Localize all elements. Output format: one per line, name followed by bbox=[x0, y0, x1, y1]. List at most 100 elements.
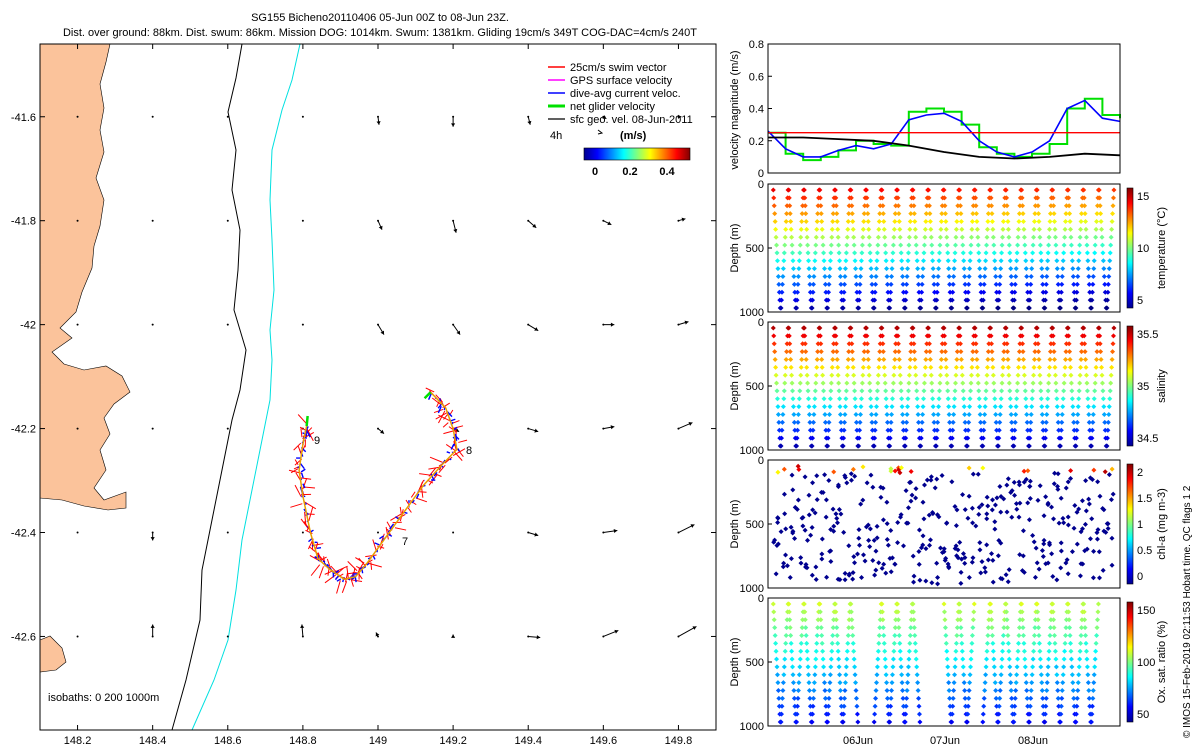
temp-sample bbox=[983, 258, 989, 264]
chl-sample bbox=[923, 578, 929, 584]
colorbar-tick-label: 10 bbox=[1137, 243, 1149, 255]
sal-sample bbox=[955, 341, 961, 347]
chl-sample bbox=[932, 485, 938, 491]
temp-sample bbox=[1047, 218, 1053, 224]
ox-sample bbox=[1021, 640, 1027, 646]
temp-sample bbox=[935, 274, 941, 280]
ox-sample bbox=[1005, 632, 1011, 638]
chl-sample bbox=[1047, 542, 1053, 548]
sal-sample bbox=[903, 427, 909, 433]
temp-sample bbox=[790, 266, 796, 272]
swim-vector bbox=[308, 546, 317, 553]
ox-sample bbox=[904, 688, 910, 694]
sal-sample bbox=[1000, 364, 1006, 370]
chl-sample bbox=[975, 471, 981, 477]
sal-sample bbox=[771, 333, 777, 339]
ox-sample bbox=[778, 719, 784, 725]
temp-sample bbox=[879, 195, 885, 201]
sal-sample bbox=[835, 372, 841, 378]
temp-sample bbox=[812, 258, 818, 264]
chl-sample bbox=[985, 557, 991, 563]
temp-sample bbox=[918, 297, 924, 303]
temp-sample bbox=[1088, 305, 1094, 311]
temp-sample bbox=[938, 218, 944, 224]
ox-sample bbox=[967, 680, 973, 686]
temp-sample bbox=[849, 211, 855, 217]
temp-sample bbox=[805, 242, 811, 248]
ox-sample bbox=[1012, 695, 1018, 701]
sal-sample bbox=[1029, 396, 1035, 402]
section-ytick-label: 1000 bbox=[740, 307, 764, 319]
chl-sample bbox=[970, 555, 976, 561]
legend-gps: GPS surface velocity bbox=[570, 75, 673, 87]
sal-sample bbox=[786, 325, 792, 331]
sal-sample bbox=[770, 325, 776, 331]
temp-sample bbox=[1077, 234, 1083, 240]
swim-vector bbox=[385, 526, 389, 540]
sal-sample bbox=[877, 341, 883, 347]
temp-sample bbox=[887, 297, 893, 303]
sal-sample bbox=[834, 356, 840, 362]
sal-sample bbox=[1063, 341, 1069, 347]
temp-sample bbox=[960, 242, 966, 248]
sal-sample bbox=[1019, 333, 1025, 339]
map-xtick-label: 148.2 bbox=[64, 735, 92, 747]
sal-sample bbox=[1007, 396, 1013, 402]
dac-vector bbox=[326, 563, 330, 567]
sal-sample bbox=[1066, 341, 1072, 347]
temp-sample bbox=[860, 234, 866, 240]
temp-sample bbox=[831, 203, 837, 209]
sal-sample bbox=[866, 372, 872, 378]
temp-sample bbox=[881, 218, 887, 224]
sal-sample bbox=[881, 356, 887, 362]
sal-sample bbox=[1037, 372, 1043, 378]
chl-sample bbox=[970, 520, 976, 526]
sal-sample bbox=[1054, 396, 1060, 402]
ox-sample bbox=[1016, 632, 1022, 638]
track-label-8: 8 bbox=[466, 445, 472, 457]
temp-sample bbox=[974, 226, 980, 232]
chl-sample bbox=[1037, 483, 1043, 489]
ox-sample bbox=[806, 688, 812, 694]
sal-sample bbox=[896, 356, 902, 362]
chl-sample bbox=[1043, 494, 1049, 500]
temp-sample bbox=[989, 211, 995, 217]
temp-sample bbox=[842, 274, 848, 280]
ox-sample bbox=[1058, 711, 1064, 717]
sal-sample bbox=[794, 443, 800, 449]
ox-sample bbox=[787, 625, 793, 631]
chl-sample bbox=[1063, 485, 1069, 491]
sal-sample bbox=[838, 427, 844, 433]
ox-sample bbox=[882, 648, 888, 654]
ox-sample bbox=[891, 648, 897, 654]
chl-sample bbox=[867, 544, 873, 550]
chl-sample bbox=[984, 511, 990, 517]
temp-sample bbox=[991, 250, 997, 256]
ox-sample bbox=[804, 640, 810, 646]
swim-vector bbox=[365, 554, 377, 558]
temp-sample bbox=[1057, 305, 1063, 311]
sal-sample bbox=[797, 388, 803, 394]
chl-sample bbox=[1065, 479, 1071, 485]
temp-sample bbox=[910, 195, 916, 201]
ox-sample bbox=[773, 640, 779, 646]
chl-sample bbox=[802, 474, 808, 480]
chl-sample bbox=[836, 507, 842, 513]
temp-sample bbox=[867, 242, 873, 248]
chl-sample bbox=[789, 472, 795, 478]
ox-sample bbox=[1034, 601, 1040, 607]
ox-sample bbox=[950, 703, 956, 709]
ox-sample bbox=[984, 640, 990, 646]
sal-sample bbox=[1037, 380, 1043, 386]
sal-sample bbox=[1014, 388, 1020, 394]
ox-sample bbox=[1088, 719, 1094, 725]
sal-sample bbox=[780, 404, 786, 410]
chl-sample bbox=[784, 563, 790, 569]
temp-sample bbox=[1074, 289, 1080, 295]
ox-sample bbox=[1091, 680, 1097, 686]
chl-sample bbox=[905, 505, 911, 511]
temp-sample bbox=[780, 274, 786, 280]
map-xtick-label: 149 bbox=[369, 735, 387, 747]
temp-sample bbox=[1097, 195, 1103, 201]
ox-sample bbox=[1027, 711, 1033, 717]
